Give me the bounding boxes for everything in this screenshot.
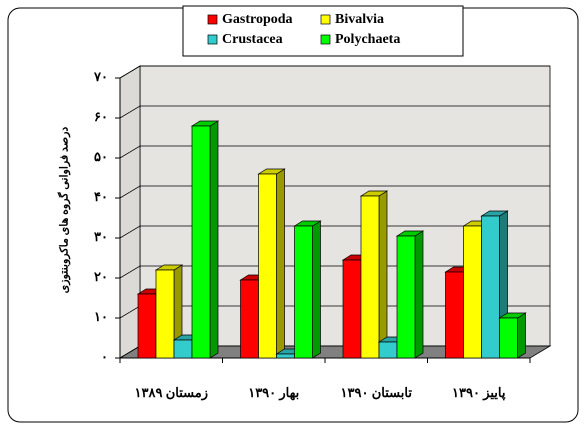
bar-front	[240, 279, 259, 359]
bar-side	[209, 120, 219, 359]
grid-line	[119, 145, 550, 159]
legend-label: Crustacea	[222, 32, 283, 47]
bar	[257, 168, 286, 359]
bar	[498, 312, 527, 359]
legend-swatch	[320, 14, 331, 25]
legend-swatch	[320, 34, 331, 45]
bar-front	[155, 269, 175, 359]
x-tick-label: تابستان ۱۳۹۰	[341, 385, 413, 400]
grid-line	[119, 65, 550, 79]
bar-front	[137, 293, 157, 359]
legend-label: Gastropoda	[222, 12, 293, 27]
bar	[293, 220, 322, 359]
bar	[154, 264, 184, 359]
bar-front	[294, 225, 313, 359]
bar-side	[378, 190, 388, 359]
bar-front	[445, 271, 464, 359]
y-tick-label: ۷۰	[93, 69, 108, 84]
bar-front	[276, 353, 295, 359]
bar-front	[173, 339, 193, 359]
bar-front	[499, 317, 518, 359]
bar-front	[396, 235, 416, 359]
bar	[359, 190, 389, 359]
bar	[395, 230, 425, 359]
x-tick-label: پاییز ۱۳۹۰	[452, 385, 506, 401]
grid-line	[119, 225, 550, 239]
x-tick-label: زمستان ۱۳۸۹	[135, 385, 208, 401]
bar-front	[463, 225, 482, 359]
bar-front	[191, 125, 211, 359]
bar-front	[360, 195, 380, 359]
x-tick-label: بهار ۱۳۹۰	[248, 385, 299, 401]
y-tick-label: ۰	[101, 349, 108, 364]
y-tick-label: ۲۰	[94, 269, 108, 284]
y-tick-label: ۵۰	[94, 149, 108, 164]
legend-label: Bivalvia	[335, 12, 384, 27]
y-tick-label: ۶۰	[94, 109, 108, 124]
bar-side	[276, 168, 285, 359]
grid-line	[119, 185, 550, 199]
side-wall	[119, 65, 141, 359]
bar-side	[517, 312, 526, 359]
legend-label: Polychaeta	[335, 32, 400, 47]
bar-front	[378, 341, 398, 359]
legend-swatch	[207, 34, 218, 45]
y-axis-label: درصد فراوانی گروه های ماکروبنتوزی	[57, 127, 71, 294]
bar	[190, 120, 220, 359]
bar-side	[312, 220, 321, 359]
y-tick-label: ۴۰	[94, 189, 108, 204]
y-tick-label: ۱۰	[94, 309, 108, 324]
grid-line	[119, 105, 550, 119]
y-tick-label: ۳۰	[94, 229, 108, 244]
bar-front	[258, 173, 277, 359]
bar-front	[481, 215, 500, 359]
bar-side	[414, 230, 424, 359]
legend-box	[182, 5, 464, 57]
legend-swatch	[207, 14, 218, 25]
bar-front	[342, 259, 362, 359]
